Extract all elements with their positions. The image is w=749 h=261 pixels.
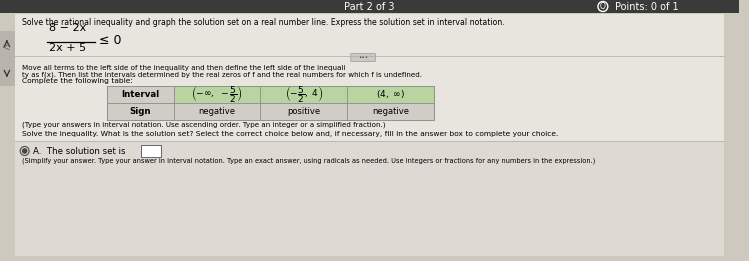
FancyBboxPatch shape: [141, 145, 161, 157]
FancyBboxPatch shape: [106, 86, 174, 103]
Text: (Type your answers in interval notation. Use ascending order. Type an integer or: (Type your answers in interval notation.…: [22, 122, 385, 128]
FancyBboxPatch shape: [0, 31, 15, 86]
Text: ≤ 0: ≤ 0: [99, 33, 121, 46]
Text: $(4,\ \infty)$: $(4,\ \infty)$: [376, 88, 405, 100]
Text: positive: positive: [288, 107, 321, 116]
Text: Solve the rational inequality and graph the solution set on a real number line. : Solve the rational inequality and graph …: [22, 18, 505, 27]
Text: negative: negative: [372, 107, 409, 116]
Text: Sign: Sign: [130, 107, 151, 116]
Text: Move all terms to the left side of the inequality and then define the left side : Move all terms to the left side of the i…: [22, 65, 345, 71]
Text: •••: •••: [358, 55, 369, 60]
Text: Solve the inequality. What is the solution set? Select the correct choice below : Solve the inequality. What is the soluti…: [22, 131, 558, 137]
Text: 8 − 2x: 8 − 2x: [49, 23, 87, 33]
Text: $\left(-\infty,\ -\dfrac{5}{2}\right)$: $\left(-\infty,\ -\dfrac{5}{2}\right)$: [191, 84, 243, 105]
Text: negative: negative: [198, 107, 236, 116]
Text: ty as f(x). Then list the intervals determined by the real zeros of f and the re: ty as f(x). Then list the intervals dete…: [22, 71, 422, 78]
FancyBboxPatch shape: [174, 103, 261, 120]
FancyBboxPatch shape: [261, 86, 348, 103]
Circle shape: [22, 148, 28, 154]
Text: O: O: [600, 2, 606, 11]
Text: Part 2 of 3: Part 2 of 3: [344, 2, 394, 11]
Text: $\left(-\dfrac{5}{2},\ 4\right)$: $\left(-\dfrac{5}{2},\ 4\right)$: [285, 84, 324, 105]
FancyBboxPatch shape: [15, 141, 724, 256]
Text: Interval: Interval: [121, 90, 160, 99]
FancyBboxPatch shape: [351, 54, 375, 62]
Text: 2x + 5: 2x + 5: [49, 43, 86, 53]
FancyBboxPatch shape: [348, 103, 434, 120]
Text: Points: 0 of 1: Points: 0 of 1: [615, 2, 679, 11]
FancyBboxPatch shape: [0, 0, 739, 13]
FancyBboxPatch shape: [174, 86, 261, 103]
FancyBboxPatch shape: [261, 103, 348, 120]
FancyBboxPatch shape: [15, 14, 724, 256]
FancyBboxPatch shape: [348, 86, 434, 103]
Text: Complete the following table:: Complete the following table:: [22, 78, 133, 84]
Text: (Simplify your answer. Type your answer in interval notation. Type an exact answ: (Simplify your answer. Type your answer …: [22, 158, 595, 164]
Text: A.  The solution set is: A. The solution set is: [32, 146, 125, 156]
FancyBboxPatch shape: [106, 103, 174, 120]
